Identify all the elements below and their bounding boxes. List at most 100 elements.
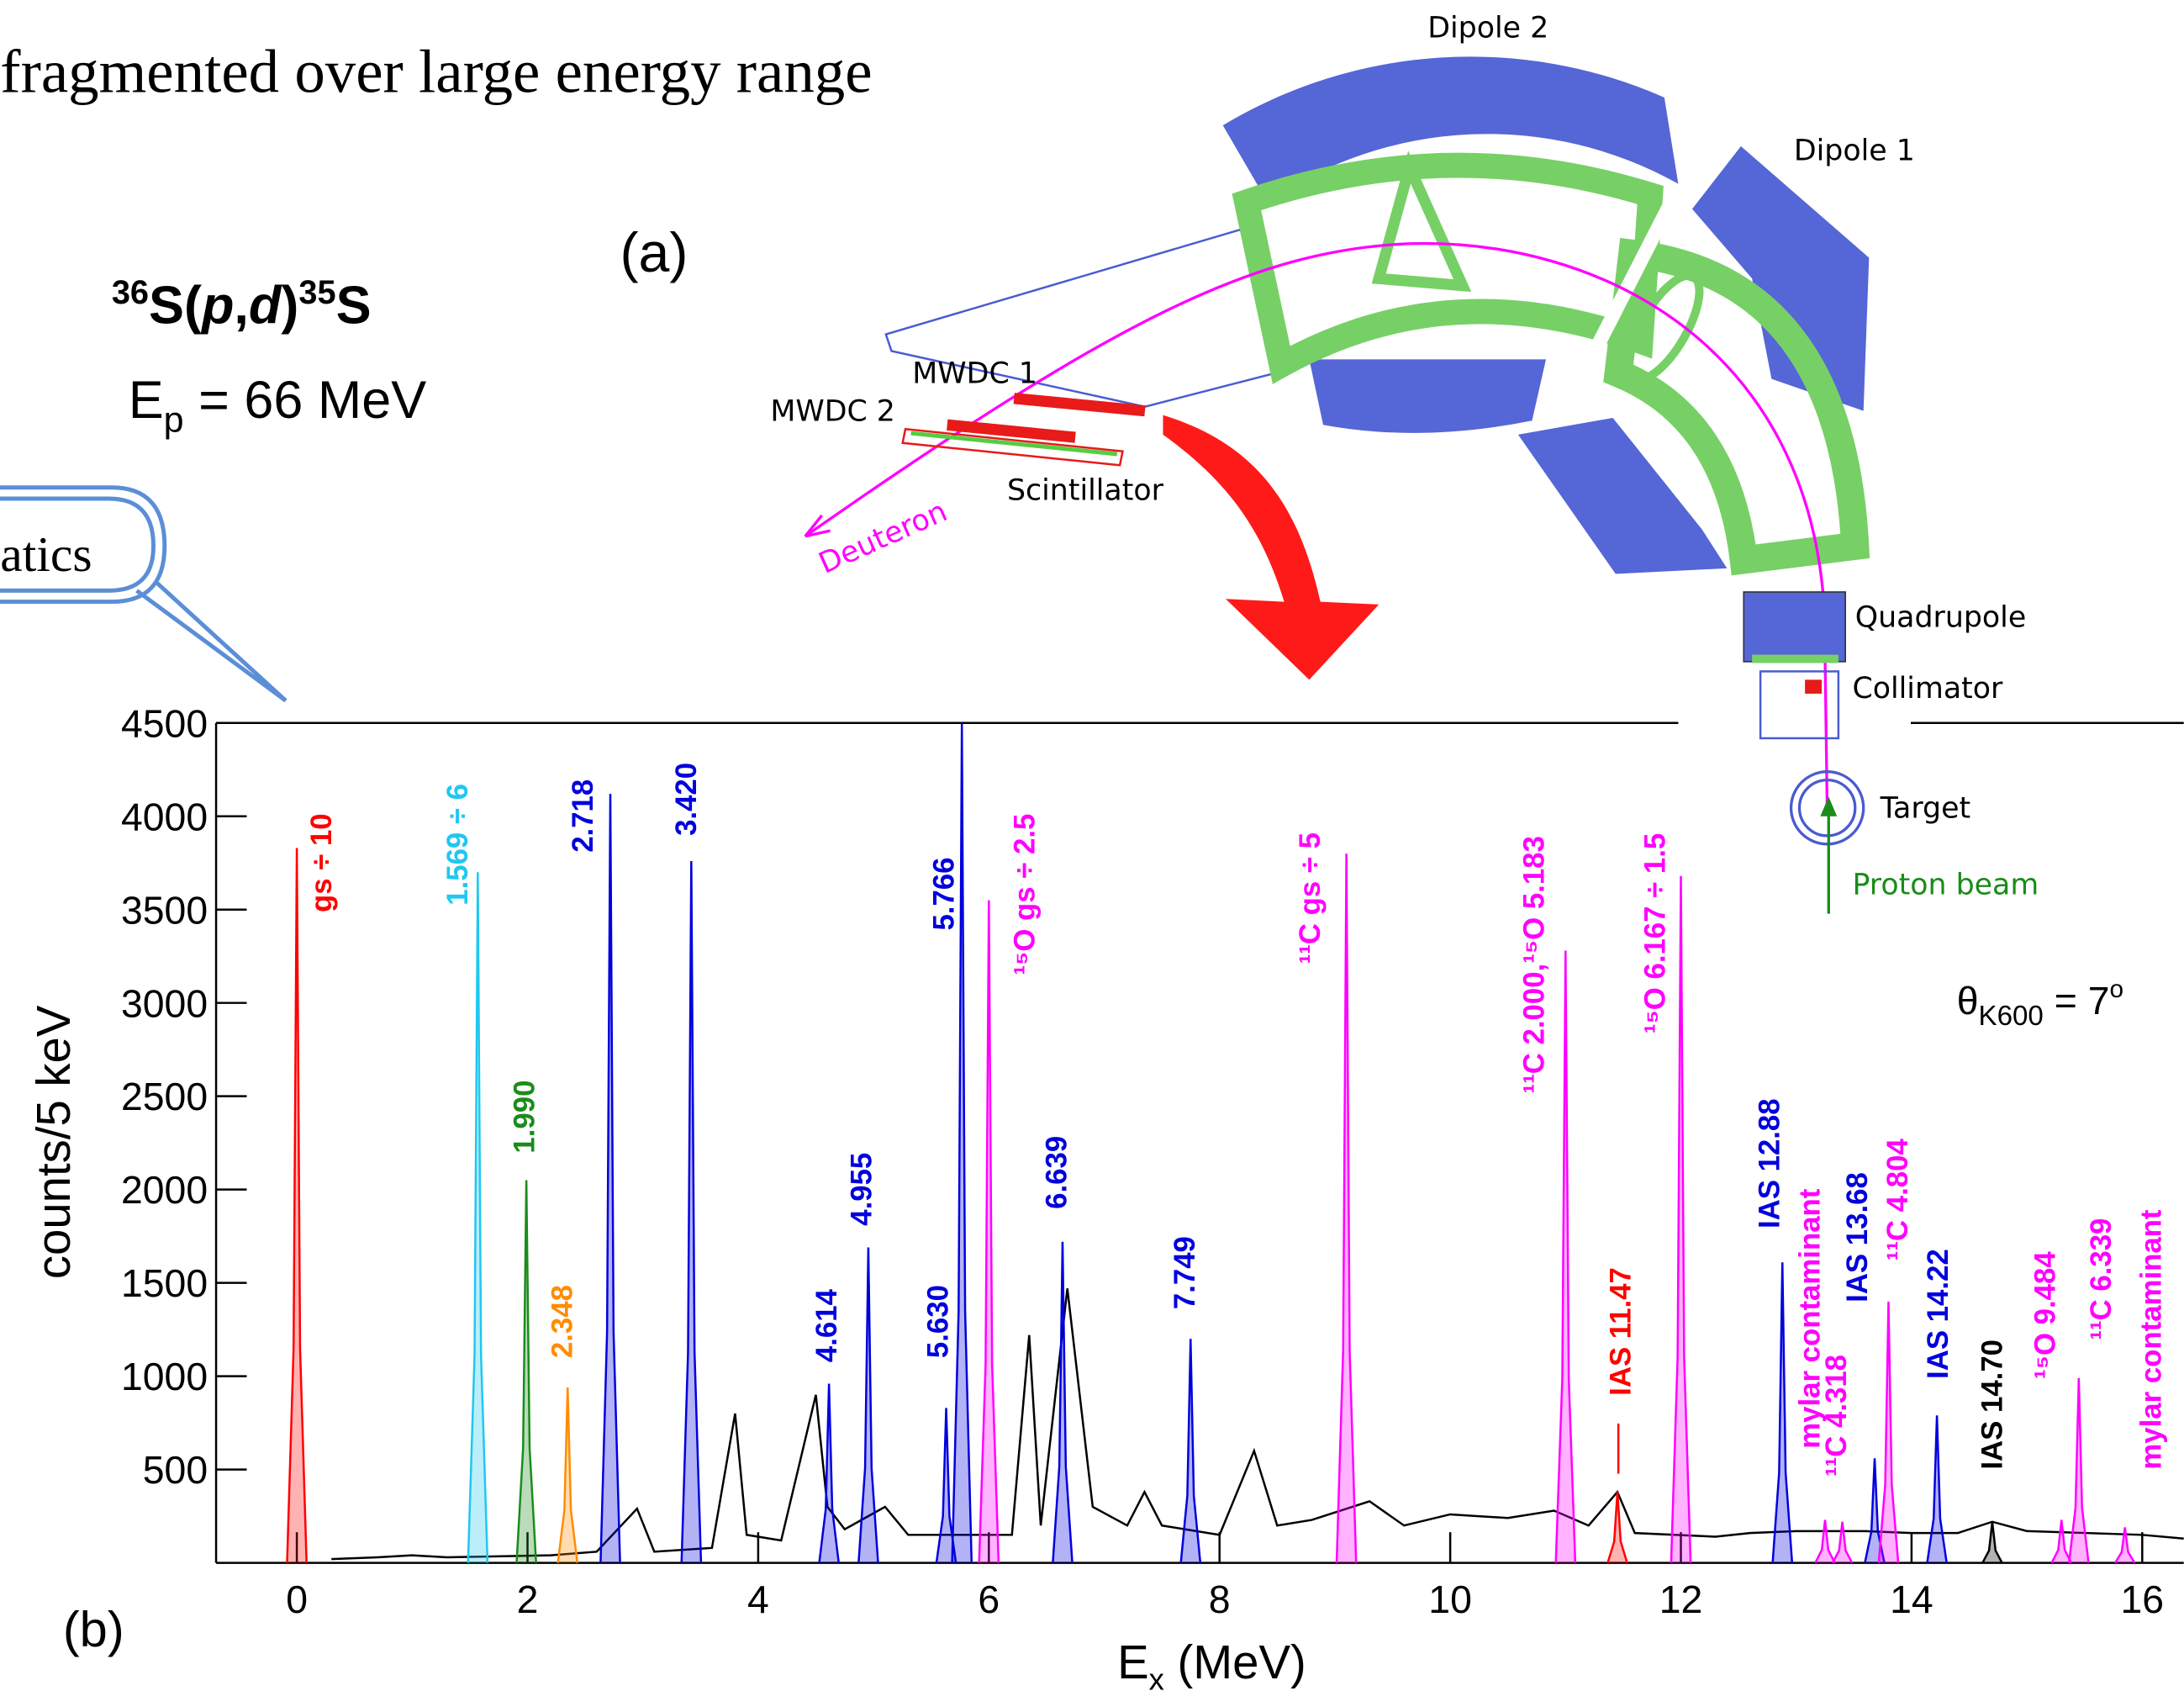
- angle-label-part: o: [2110, 975, 2124, 1003]
- dipole-2-yoke: [1222, 56, 1679, 203]
- angle-label: θK600 = 7o: [1957, 975, 2123, 1032]
- quadrupole-coil: [1752, 654, 1838, 663]
- peak: [2050, 1519, 2072, 1564]
- beam-energy-part: E: [129, 371, 164, 430]
- peak-label: 2.348: [546, 1285, 578, 1358]
- peak-label: IAS 14.70: [1977, 1340, 2009, 1470]
- peak-label: 5.766: [928, 858, 960, 931]
- peak: [1606, 1492, 1628, 1563]
- angle-label-part: θ: [1957, 979, 1979, 1023]
- peak: [599, 794, 621, 1563]
- peak: [515, 1180, 537, 1563]
- dipole-2-coil: [1371, 151, 1472, 293]
- y-tick-label: 4500: [121, 701, 208, 745]
- y-tick-label: 1500: [121, 1261, 208, 1305]
- reaction-part: d: [249, 276, 282, 335]
- peak: [467, 872, 489, 1563]
- peak-label: IAS 14.22: [1923, 1249, 1955, 1379]
- peak: [1926, 1415, 1948, 1563]
- peak-label: 1.569 ÷ 6: [442, 784, 474, 906]
- peak: [1179, 1339, 1202, 1563]
- peak-label: ¹¹C gs ÷ 5: [1295, 832, 1327, 964]
- beam-energy: Ep = 66 MeV: [129, 371, 427, 441]
- x-tick-label: 10: [1428, 1577, 1472, 1621]
- callout-pointer: [135, 580, 288, 703]
- peak-label: 6.639: [1041, 1136, 1073, 1209]
- dipole-1-yoke: [1691, 145, 1870, 411]
- diagram-label: MWDC 1: [912, 357, 1037, 391]
- x-tick-label: 4: [747, 1577, 769, 1621]
- callout: [0, 485, 288, 703]
- y-axis-title: counts/5 keV: [27, 1005, 80, 1279]
- big-arrow: [1163, 415, 1380, 680]
- reaction-part: 36: [112, 274, 149, 311]
- peak: [286, 848, 308, 1563]
- dipole-gap: [1581, 184, 1685, 368]
- peak: [978, 900, 1000, 1563]
- peak-label: mylar contaminant: [1795, 1188, 1827, 1449]
- peak-label: 2.718: [567, 779, 599, 853]
- y-tick-label: 2500: [121, 1075, 208, 1118]
- x-axis-title-part: (MeV): [1164, 1636, 1306, 1688]
- peak-label: ¹¹C 6.339: [2086, 1218, 2118, 1340]
- peak: [680, 860, 703, 1563]
- x-tick-label: 0: [286, 1577, 308, 1621]
- peak-label: ¹⁵O 6.167 ÷ 1.5: [1640, 833, 1672, 1033]
- y-tick-label: 3500: [121, 888, 208, 932]
- peak-label: mylar contaminant: [2135, 1209, 2167, 1470]
- reaction-part: p: [200, 276, 234, 335]
- diagram-label: Proton beam: [1852, 868, 2039, 901]
- x-axis-title-part: E: [1117, 1636, 1149, 1688]
- scintillator: [910, 431, 1118, 457]
- quadrupole: [1743, 591, 1846, 663]
- peak-label: 4.955: [847, 1153, 878, 1226]
- peak: [1981, 1521, 2003, 1564]
- callout-text: atics: [0, 526, 92, 582]
- background-spectrum: [331, 1288, 2184, 1561]
- x-tick-label: 8: [1209, 1577, 1231, 1621]
- x-tick-label: 16: [2121, 1577, 2165, 1621]
- y-tick-label: 2000: [121, 1168, 208, 1212]
- angle-label-part: K600: [1978, 1001, 2043, 1032]
- collimator: [1759, 670, 1840, 740]
- x-tick-label: 12: [1659, 1577, 1703, 1621]
- peak: [1814, 1519, 1836, 1564]
- peak-label: ¹⁵O gs ÷ 2.5: [1009, 814, 1041, 975]
- deuteron-arrowhead: [804, 514, 831, 538]
- reaction-part: ,: [234, 276, 248, 335]
- diagram-label: Scintillator: [1007, 474, 1164, 508]
- y-tick-label: 1000: [121, 1355, 208, 1398]
- panel-label: (a): [620, 222, 688, 284]
- deuteron-path: [804, 241, 1829, 816]
- peak: [857, 1247, 879, 1563]
- diagram-label: Quadrupole: [1855, 600, 2026, 634]
- callout-bubble-inner: [0, 496, 156, 593]
- peak: [1554, 950, 1577, 1563]
- spectrometer-diagram: (a) Dipole 2 Dipole 1 MWDC 1 MWDC 2 Scin…: [620, 12, 2039, 914]
- x-tick-label: 14: [1890, 1577, 1933, 1621]
- diagram-label: Deuteron: [814, 494, 952, 580]
- y-tick-label: 3000: [121, 981, 208, 1025]
- peak-label: gs ÷ 10: [306, 813, 338, 912]
- peak-label: IAS 13.68: [1842, 1172, 1874, 1303]
- y-tick-label: 4000: [121, 795, 208, 838]
- beam-energy-part: = 66 MeV: [184, 371, 427, 430]
- callout-bubble: [0, 485, 167, 605]
- panel-label: (b): [63, 1601, 124, 1657]
- dipole-1-yoke: [1517, 417, 1728, 574]
- x-tick-label: 2: [517, 1577, 539, 1621]
- peak: [1771, 1262, 1794, 1563]
- x-axis-title: Ex (MeV): [1117, 1636, 1306, 1691]
- reaction-part: 35: [298, 274, 335, 311]
- peak-label: 7.749: [1169, 1236, 1201, 1309]
- mwdc-1: [1013, 393, 1146, 417]
- peak-label: ¹¹C 4.318: [1821, 1355, 1853, 1477]
- proton-beam-arrowhead: [1820, 796, 1838, 816]
- peak-label: 3.420: [671, 763, 703, 836]
- peak: [2068, 1377, 2090, 1563]
- diagram-label: Collimator: [1852, 672, 2003, 705]
- peak-label: ¹¹C 2.000,¹⁵O 5.183: [1519, 836, 1551, 1093]
- peak: [1335, 853, 1358, 1563]
- beam-energy-part: p: [164, 400, 184, 441]
- peak-label: 4.614: [811, 1288, 843, 1362]
